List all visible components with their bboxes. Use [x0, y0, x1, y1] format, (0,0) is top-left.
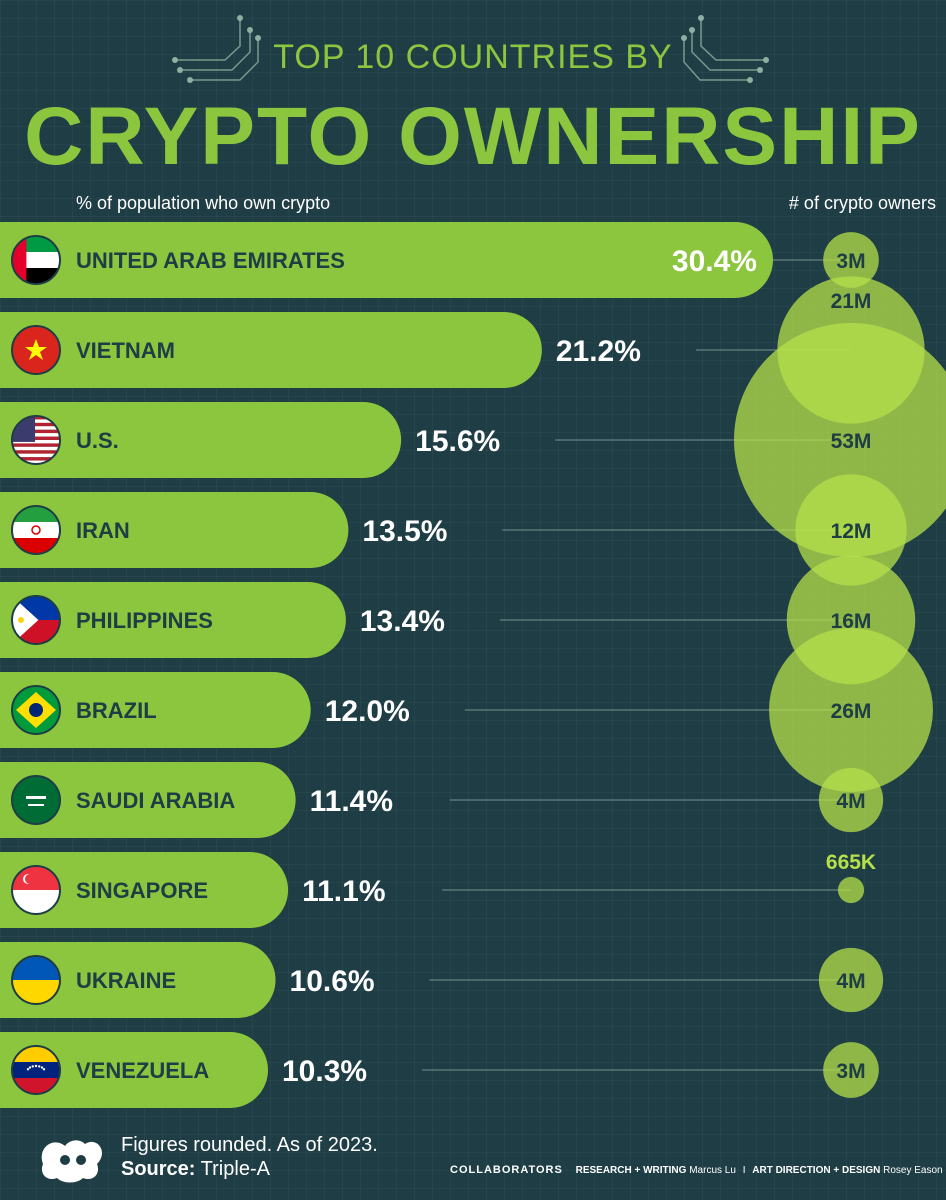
value-label: 21.2% — [556, 335, 641, 368]
owners-label: 21M — [831, 290, 872, 313]
bar — [0, 402, 402, 478]
research-label: RESEARCH + WRITING — [575, 1165, 687, 1176]
us-flag-icon — [11, 415, 61, 465]
country-label: SAUDI ARABIA — [76, 788, 235, 813]
source-line: Source: Triple-A — [121, 1157, 378, 1181]
owners-bubble — [818, 767, 884, 833]
research-name: Marcus Lu — [689, 1165, 736, 1176]
publisher-logo-icon — [41, 1140, 102, 1183]
country-label: IRAN — [76, 518, 130, 543]
bar — [0, 852, 289, 928]
uae-flag-icon — [11, 235, 61, 285]
design-name: Rosey Eason — [883, 1165, 943, 1176]
value-label: 13.5% — [362, 515, 447, 548]
singapore-flag-icon — [11, 865, 61, 915]
country-label: VIETNAM — [76, 338, 175, 363]
ukraine-flag-icon — [11, 955, 61, 1005]
bar — [0, 222, 773, 298]
owners-label: 4M — [836, 790, 865, 813]
philippines-flag-icon — [11, 595, 61, 645]
country-label: SINGAPORE — [76, 878, 208, 903]
country-label: UKRAINE — [76, 968, 176, 993]
design-label: ART DIRECTION + DESIGN — [752, 1165, 881, 1176]
owners-label: 3M — [836, 250, 865, 273]
circuit-decoration-left — [172, 15, 769, 83]
owners-bubble — [823, 232, 879, 288]
country-label: UNITED ARAB EMIRATES — [76, 248, 345, 273]
venezuela-flag-icon — [11, 1045, 61, 1095]
chart-title-top: TOP 10 COUNTRIES BY — [273, 38, 673, 76]
bar — [0, 762, 296, 838]
collaborators-label: COLLABORATORS — [450, 1164, 563, 1176]
owners-label: 4M — [836, 970, 865, 993]
collaborators-credits: COLLABORATORS RESEARCH + WRITING Marcus … — [450, 1164, 943, 1176]
footer-note: Figures rounded. As of 2023. Source: Tri… — [121, 1133, 378, 1181]
vietnam-flag-icon — [11, 325, 61, 375]
owners-bubble — [823, 1042, 879, 1098]
owners-bubble — [818, 947, 884, 1013]
owners-label: 3M — [836, 1060, 865, 1083]
country-label: PHILIPPINES — [76, 608, 213, 633]
owners-label: 53M — [831, 430, 872, 453]
brazil-flag-icon — [11, 685, 61, 735]
bar-chart: UNITED ARAB EMIRATES 30.4% VIETNAM 21.2% U.S… — [0, 222, 946, 1108]
left-axis-label: % of population who own crypto — [76, 193, 331, 213]
bar — [0, 312, 542, 388]
value-label: 13.4% — [360, 605, 445, 638]
owners-label: 665K — [826, 851, 876, 874]
chart-title-main: CRYPTO OWNERSHIP — [24, 91, 922, 182]
bar — [0, 1032, 268, 1108]
iran-flag-icon — [11, 505, 61, 555]
right-axis-label: # of crypto owners — [788, 193, 936, 213]
value-label: 10.3% — [282, 1055, 367, 1088]
country-label: U.S. — [76, 428, 119, 453]
source-value: Triple-A — [200, 1158, 270, 1180]
value-label: 15.6% — [415, 425, 500, 458]
value-label: 30.4% — [672, 245, 757, 278]
owners-bubble — [837, 876, 865, 904]
value-label: 12.0% — [325, 695, 410, 728]
footnote-text: Figures rounded. As of 2023. — [121, 1134, 378, 1156]
owners-label: 16M — [831, 610, 872, 633]
owners-bubble — [769, 628, 933, 792]
owners-label: 12M — [831, 520, 872, 543]
source-label: Source: — [121, 1158, 196, 1180]
value-label: 11.4% — [310, 785, 393, 818]
bar — [0, 672, 311, 748]
country-label: BRAZIL — [76, 698, 157, 723]
value-label: 11.1% — [302, 875, 385, 908]
bar — [0, 492, 349, 568]
value-label: 10.6% — [290, 965, 375, 998]
owners-label: 26M — [831, 700, 872, 723]
bar — [0, 582, 346, 658]
country-label: VENEZUELA — [76, 1058, 209, 1083]
owners-bubble — [795, 474, 907, 586]
bar — [0, 942, 276, 1018]
credits-separator: I — [742, 1165, 746, 1176]
saudi-arabia-flag-icon — [11, 775, 61, 825]
